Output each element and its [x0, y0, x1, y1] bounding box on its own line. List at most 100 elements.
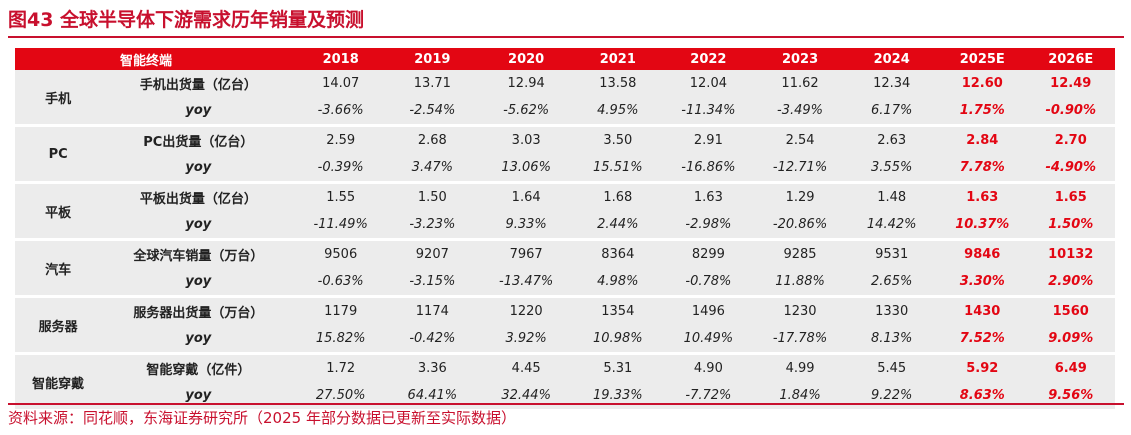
category-label: 手机: [15, 70, 102, 124]
value-cell: 9846: [938, 241, 1027, 268]
header-row: 智能终端 2018 2019 2020 2021 2022 2023 2024 …: [15, 48, 1115, 70]
header-year: 2024: [845, 48, 939, 70]
value-cell: 1430: [938, 298, 1027, 325]
header-year-forecast: 2026E: [1026, 48, 1115, 70]
value-row: 平板 平板出货量（亿台） 1.55 1.50 1.64 1.68 1.63 1.29 1.48 1…: [15, 184, 1115, 238]
value-cell: 5.92: [938, 355, 1027, 382]
value-cell: 11.62: [754, 70, 846, 97]
yoy-cell: 2.90%: [1026, 268, 1115, 295]
yoy-cell: 3.92%: [478, 325, 574, 352]
value-cell: 2.59: [295, 127, 386, 154]
yoy-cell: 10.37%: [938, 211, 1027, 238]
table-group: 智能穿戴 智能穿戴（亿件） 1.72 3.36 4.45 5.31 4.90 4.99 5.45…: [15, 355, 1115, 409]
header-year: 2023: [754, 48, 846, 70]
yoy-row: yoy -0.39% 3.47% 13.06% 15.51% -16.86% -12.71%…: [15, 154, 1115, 181]
gap-cell: [15, 181, 1115, 184]
demand-table: 智能终端 2018 2019 2020 2021 2022 2023 2024 …: [15, 48, 1115, 409]
value-cell: 3.36: [385, 355, 479, 382]
value-cell: 9506: [295, 241, 386, 268]
gap-cell: [15, 124, 1115, 127]
yoy-cell: -11.49%: [295, 211, 386, 238]
yoy-label: yoy: [101, 268, 296, 295]
category-label: 服务器: [15, 298, 102, 352]
header-year: 2018: [295, 48, 386, 70]
yoy-cell: 3.30%: [938, 268, 1027, 295]
value-row: 服务器 服务器出货量（万台） 1179 1174 1220 1354 1496 1230 133…: [15, 298, 1115, 352]
yoy-label: yoy: [101, 97, 296, 124]
yoy-cell: 4.98%: [573, 268, 663, 295]
value-cell: 9207: [385, 241, 479, 268]
value-cell: 1.72: [295, 355, 386, 382]
yoy-cell: -2.54%: [385, 97, 479, 124]
yoy-label: yoy: [101, 211, 296, 238]
value-cell: 8299: [662, 241, 755, 268]
table-group: 汽车 全球汽车销量（万台） 9506 9207 7967 8364 8299 9285 9531…: [15, 241, 1115, 295]
value-cell: 1330: [845, 298, 939, 325]
value-cell: 1560: [1026, 298, 1115, 325]
value-cell: 2.63: [845, 127, 939, 154]
yoy-cell: -13.47%: [478, 268, 574, 295]
value-cell: 4.45: [478, 355, 574, 382]
value-cell: 2.54: [754, 127, 846, 154]
category-label: 智能穿戴: [15, 355, 102, 409]
yoy-cell: 7.52%: [938, 325, 1027, 352]
yoy-cell: 2.65%: [845, 268, 939, 295]
value-row: 手机 手机出货量（亿台） 14.07 13.71 12.94 13.58 12.04 11.6…: [15, 70, 1115, 124]
yoy-cell: -20.86%: [754, 211, 846, 238]
value-cell: 12.49: [1026, 70, 1115, 97]
table-group: 手机 手机出货量（亿台） 14.07 13.71 12.94 13.58 12.04 11.6…: [15, 70, 1115, 124]
yoy-cell: -4.90%: [1026, 154, 1115, 181]
value-cell: 1.63: [662, 184, 755, 211]
value-cell: 1.50: [385, 184, 479, 211]
header-year: 2022: [662, 48, 755, 70]
yoy-cell: -11.34%: [662, 97, 755, 124]
value-cell: 13.58: [573, 70, 663, 97]
yoy-cell: -3.49%: [754, 97, 846, 124]
value-cell: 7967: [478, 241, 574, 268]
yoy-label: yoy: [101, 154, 296, 181]
header-year: 2021: [573, 48, 663, 70]
yoy-cell: -17.78%: [754, 325, 846, 352]
value-cell: 1.63: [938, 184, 1027, 211]
yoy-cell: 1.75%: [938, 97, 1027, 124]
value-cell: 14.07: [295, 70, 386, 97]
value-cell: 1.65: [1026, 184, 1115, 211]
yoy-cell: -0.90%: [1026, 97, 1115, 124]
value-cell: 1.29: [754, 184, 846, 211]
category-label: PC: [15, 127, 102, 181]
yoy-cell: -3.66%: [295, 97, 386, 124]
value-cell: 1.64: [478, 184, 574, 211]
yoy-cell: 10.98%: [573, 325, 663, 352]
value-cell: 12.60: [938, 70, 1027, 97]
value-cell: 6.49: [1026, 355, 1115, 382]
value-cell: 1.68: [573, 184, 663, 211]
value-cell: 1174: [385, 298, 479, 325]
value-row: 汽车 全球汽车销量（万台） 9506 9207 7967 8364 8299 9285 9531…: [15, 241, 1115, 295]
yoy-cell: 15.51%: [573, 154, 663, 181]
value-row: PC PC出货量（亿台） 2.59 2.68 3.03 3.50 2.91 2.54 2.63 2…: [15, 127, 1115, 181]
yoy-cell: -12.71%: [754, 154, 846, 181]
source-note: 资料来源：同花顺，东海证券研究所（2025 年部分数据已更新至实际数据）: [8, 409, 516, 427]
yoy-cell: 6.17%: [845, 97, 939, 124]
value-cell: 2.70: [1026, 127, 1115, 154]
value-cell: 1354: [573, 298, 663, 325]
value-cell: 13.71: [385, 70, 479, 97]
value-cell: 1230: [754, 298, 846, 325]
group-gap: [15, 352, 1115, 355]
header-year: 2020: [478, 48, 574, 70]
yoy-cell: 3.47%: [385, 154, 479, 181]
title-divider: [8, 36, 1124, 38]
yoy-cell: -3.15%: [385, 268, 479, 295]
yoy-cell: 9.09%: [1026, 325, 1115, 352]
table-group: 平板 平板出货量（亿台） 1.55 1.50 1.64 1.68 1.63 1.29 1.48 1…: [15, 184, 1115, 238]
metric-label: 平板出货量（亿台）: [101, 184, 296, 211]
yoy-row: yoy 15.82% -0.42% 3.92% 10.98% 10.49% -17.78% 8…: [15, 325, 1115, 352]
yoy-cell: -3.23%: [385, 211, 479, 238]
yoy-cell: 4.95%: [573, 97, 663, 124]
metric-label: 全球汽车销量（万台）: [101, 241, 296, 268]
value-cell: 2.84: [938, 127, 1027, 154]
yoy-cell: 14.42%: [845, 211, 939, 238]
yoy-cell: -5.62%: [478, 97, 574, 124]
yoy-cell: -0.63%: [295, 268, 386, 295]
yoy-cell: 9.33%: [478, 211, 574, 238]
